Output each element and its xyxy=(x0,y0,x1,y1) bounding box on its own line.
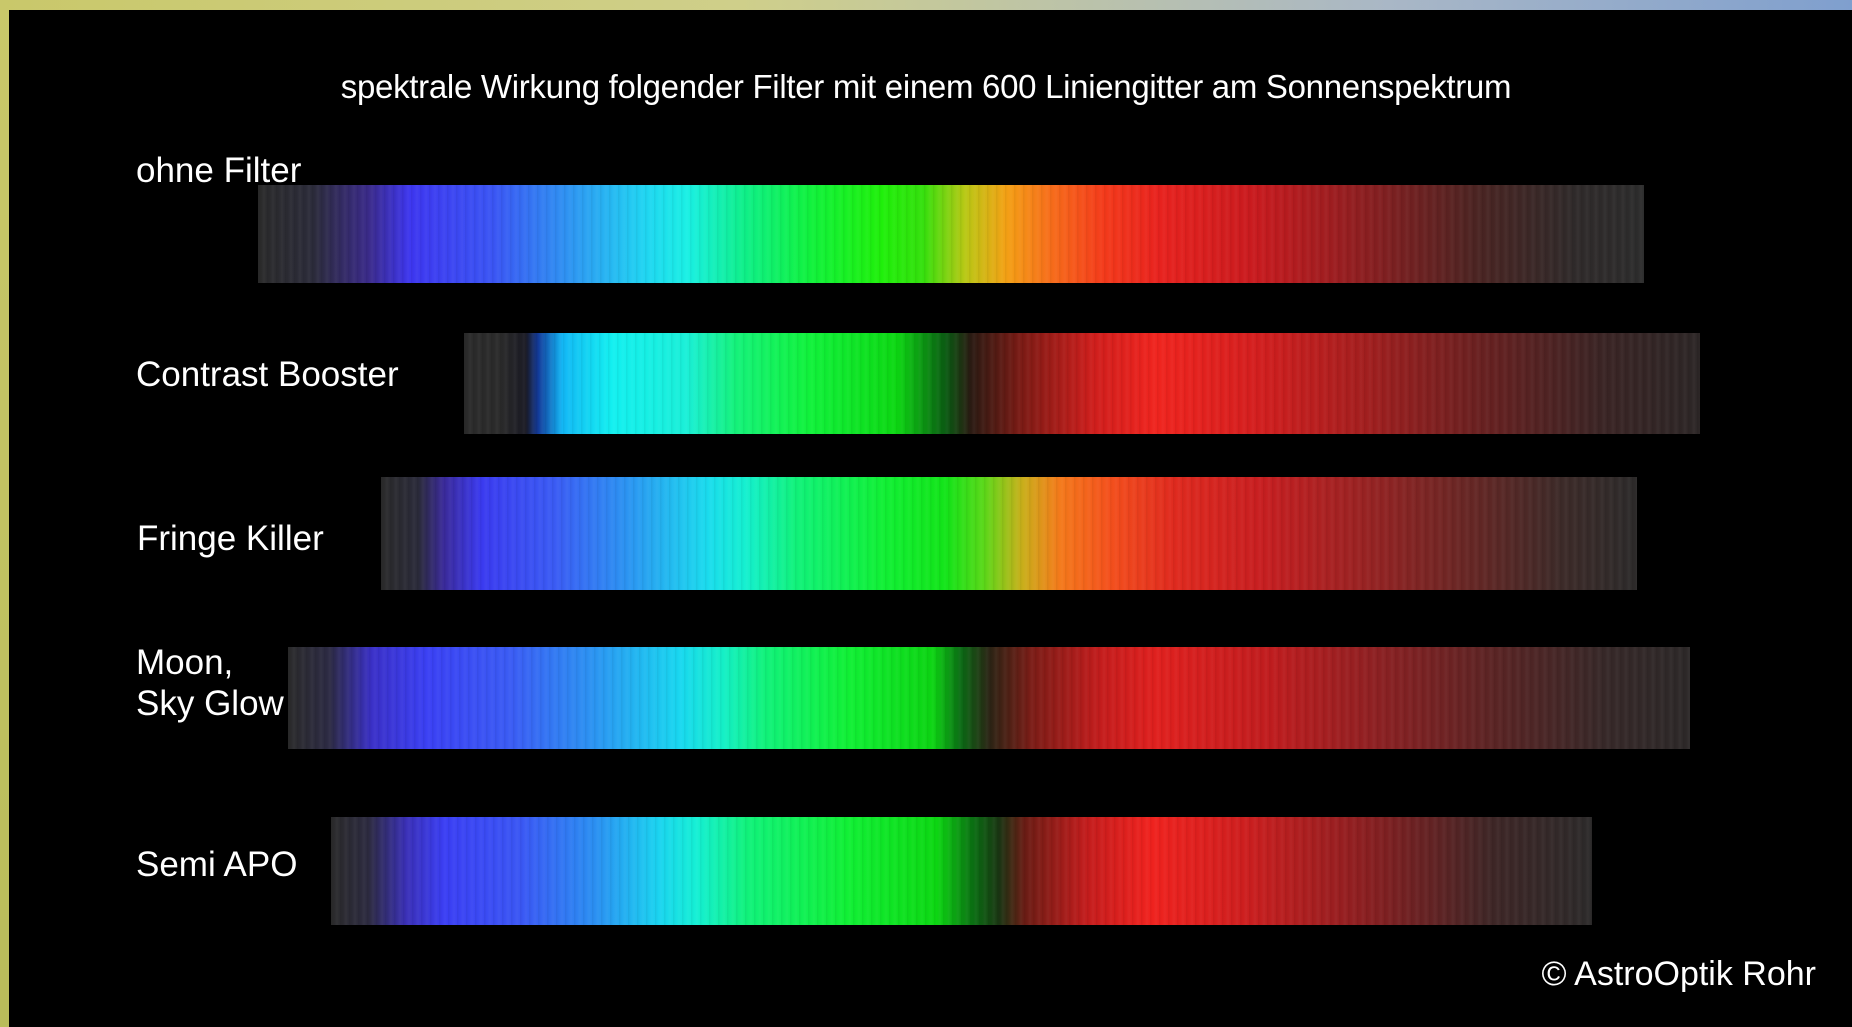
frame-border-top xyxy=(0,0,1852,10)
label-sky-glow-line: Sky Glow xyxy=(136,684,284,723)
label-semi-apo: Semi APO xyxy=(136,845,298,884)
spectrum-band-contrast-booster xyxy=(464,333,1700,434)
copyright-notice: © AstroOptik Rohr xyxy=(1541,955,1816,993)
spectrum-band-moon-sky-glow xyxy=(288,647,1690,749)
spectrum-band-fringe-killer xyxy=(381,477,1637,590)
label-ohne-filter: ohne Filter xyxy=(136,151,302,190)
frame-border-left xyxy=(0,0,9,1027)
label-moon-line: Moon, xyxy=(136,643,234,682)
label-fringe-killer: Fringe Killer xyxy=(137,519,324,558)
spectrum-band-ohne-filter xyxy=(258,185,1644,283)
spectrum-band-semi-apo xyxy=(331,817,1592,925)
label-moon-sky-glow: Moon, Sky Glow xyxy=(136,642,284,724)
image-title: spektrale Wirkung folgender Filter mit e… xyxy=(340,68,1512,105)
label-contrast-booster: Contrast Booster xyxy=(136,355,399,394)
